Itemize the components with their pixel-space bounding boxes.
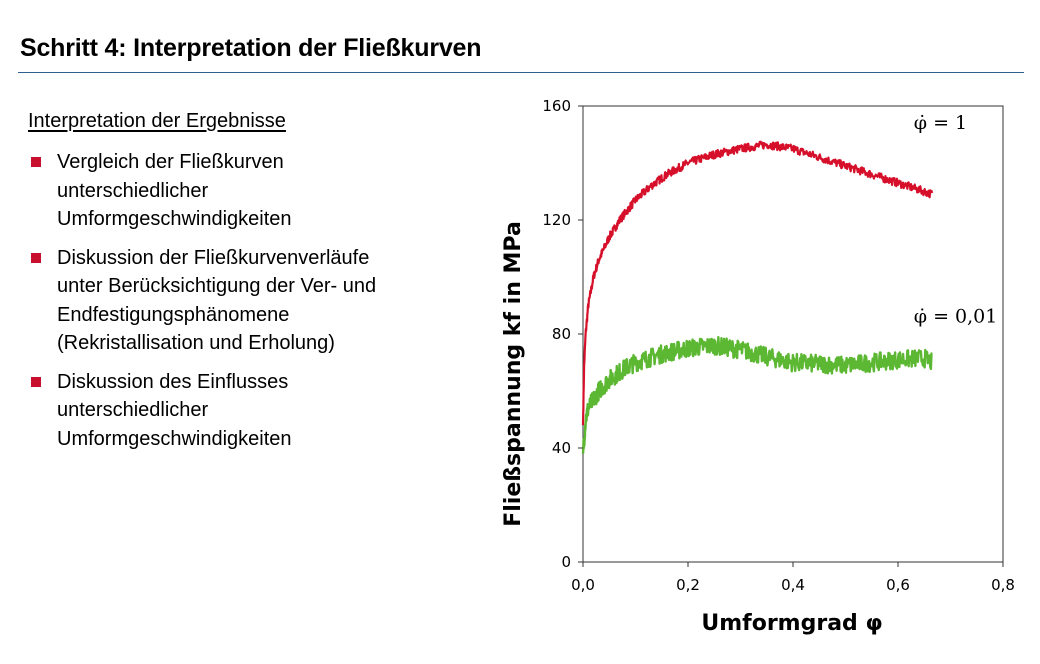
bullet-item: Diskussion des Einflusses unterschiedlic… xyxy=(28,368,458,454)
series-line xyxy=(581,140,934,426)
slide-title: Schritt 4: Interpretation der Fließkurve… xyxy=(20,34,482,62)
x-tick-label: 0,8 xyxy=(991,576,1015,594)
bullet-line: Endfestigungsphänomene xyxy=(57,303,290,326)
x-axis-label: Umformgrad φ xyxy=(701,611,882,636)
section-heading: Interpretation der Ergebnisse xyxy=(28,110,286,132)
x-tick-label: 0,4 xyxy=(781,576,805,594)
y-tick-label: 0 xyxy=(561,553,571,571)
bullet-line: (Rekristallisation und Erholung) xyxy=(57,332,335,354)
legend-entry: φ̇ = 0,01 xyxy=(914,306,998,328)
bullet-line: Vergleich der Fließkurven xyxy=(57,151,284,173)
bullet-item: Diskussion der Fließkurvenverläufe unter… xyxy=(28,244,458,358)
y-tick-label: 160 xyxy=(542,97,571,115)
y-axis-label: Fließspannung kf in MPa xyxy=(501,221,526,527)
bullet-line: Umformgeschwindigkeiten xyxy=(57,208,292,230)
y-tick-label: 120 xyxy=(542,211,571,229)
bullet-line: Diskussion des Einflusses xyxy=(57,370,289,393)
bullet-line: unterschiedlicher xyxy=(57,399,209,421)
bullet-line: unter Berücksichtigung der Ver- und xyxy=(57,275,377,297)
title-divider xyxy=(18,72,1024,73)
plot-area xyxy=(582,105,1004,563)
bullet-line: Diskussion der Fließkurvenverläufe xyxy=(57,246,370,269)
bullet-square-icon xyxy=(31,376,41,387)
y-tick-label: 80 xyxy=(552,325,571,343)
legend-entry: φ̇ = 1 xyxy=(914,112,967,134)
y-tick-label: 40 xyxy=(552,439,571,457)
bullet-item: Vergleich der Fließkurven unterschiedlic… xyxy=(28,148,458,234)
series-line xyxy=(581,336,933,454)
x-tick-label: 0,2 xyxy=(676,576,700,594)
bullet-square-icon xyxy=(31,157,41,167)
bullet-line: unterschiedlicher xyxy=(57,179,209,202)
bullet-square-icon xyxy=(31,252,41,263)
x-tick-label: 0,0 xyxy=(571,576,595,594)
bullet-line: Umformgeschwindigkeiten xyxy=(57,427,292,450)
bullet-list: Vergleich der Fließkurven unterschiedlic… xyxy=(28,148,458,463)
x-tick-label: 0,6 xyxy=(886,576,910,594)
